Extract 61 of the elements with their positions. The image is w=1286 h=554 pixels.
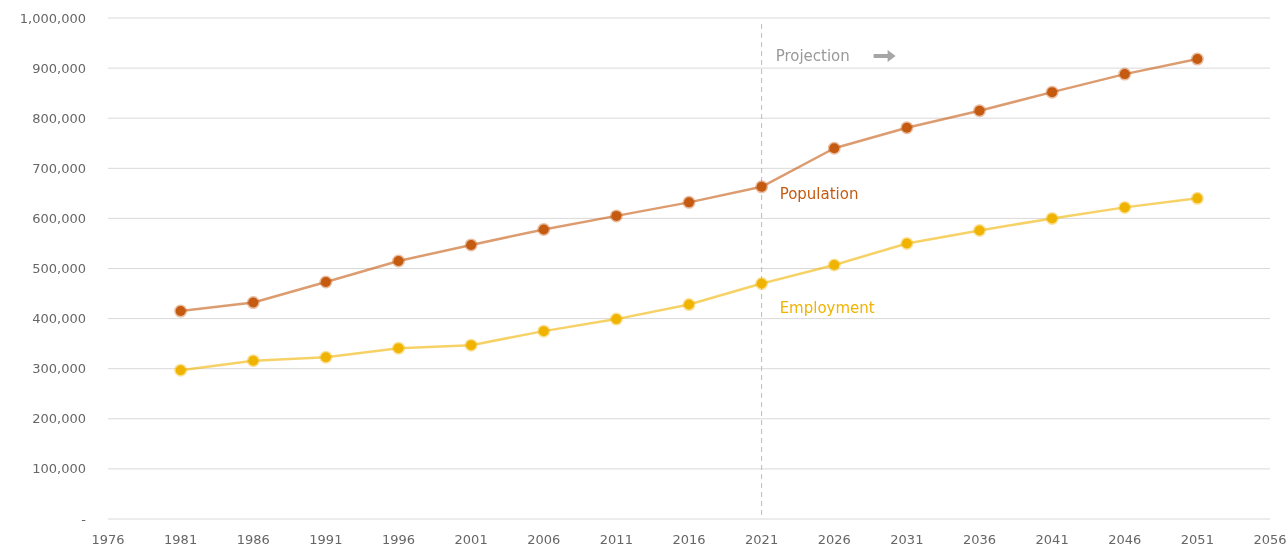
- point: [246, 354, 260, 368]
- point: [392, 341, 405, 355]
- x-tick-label: 2031: [890, 532, 924, 547]
- x-tick-label: 1981: [164, 532, 198, 547]
- x-tick-label: 2011: [599, 532, 633, 547]
- series-label: Employment: [779, 298, 875, 317]
- x-tick-label: 2056: [1253, 532, 1286, 547]
- point: [900, 121, 914, 135]
- point: [392, 254, 405, 268]
- x-tick-label: 2036: [962, 532, 997, 547]
- point: [755, 180, 769, 194]
- x-tick-label: 1996: [381, 532, 416, 547]
- point: [464, 238, 478, 252]
- y-tick-label: 1,000,000: [19, 10, 86, 26]
- point: [609, 312, 623, 326]
- x-tick-label: 2051: [1180, 532, 1214, 547]
- point: [246, 296, 260, 310]
- point: [1045, 85, 1059, 99]
- point: [537, 324, 551, 338]
- point: [319, 350, 333, 364]
- point: [973, 223, 986, 237]
- point: [1045, 211, 1059, 225]
- x-tick-label: 2016: [672, 532, 706, 547]
- x-tick-label: 1991: [309, 532, 343, 547]
- ref-line-label: Projection: [775, 47, 850, 65]
- point: [1118, 67, 1132, 81]
- y-tick-label: 800,000: [32, 110, 86, 126]
- point: [755, 277, 769, 291]
- point: [827, 258, 841, 272]
- series-label: Population: [779, 184, 859, 203]
- y-tick-label: 200,000: [32, 411, 86, 427]
- x-tick-label: 2041: [1035, 532, 1069, 547]
- point: [682, 195, 696, 209]
- x-tick-label: 1976: [91, 532, 125, 547]
- point: [900, 236, 914, 250]
- point: [537, 222, 551, 236]
- point: [174, 304, 188, 318]
- y-tick-label: 400,000: [32, 311, 86, 327]
- point: [609, 209, 623, 223]
- y-tick-label: 600,000: [32, 210, 86, 226]
- y-tick-label: 100,000: [32, 461, 86, 477]
- y-tick-label: 700,000: [32, 160, 86, 176]
- point: [973, 104, 986, 118]
- point: [682, 298, 696, 312]
- point: [827, 141, 841, 155]
- x-tick-label: 2021: [745, 532, 779, 547]
- point: [1190, 191, 1204, 205]
- point: [319, 275, 333, 289]
- x-tick-label: 2026: [817, 532, 851, 547]
- y-tick-label: 900,000: [32, 60, 86, 76]
- point: [174, 363, 188, 377]
- point: [464, 338, 478, 352]
- x-tick-label: 2006: [527, 532, 561, 547]
- x-tick-label: 1986: [236, 532, 270, 547]
- x-tick-label: 2046: [1108, 532, 1142, 547]
- point: [1118, 200, 1132, 214]
- y-tick-label: -: [81, 511, 87, 527]
- y-tick-label: 500,000: [32, 261, 86, 277]
- x-tick-label: 2001: [454, 532, 488, 547]
- point: [1190, 52, 1204, 66]
- y-tick-label: 300,000: [32, 361, 86, 377]
